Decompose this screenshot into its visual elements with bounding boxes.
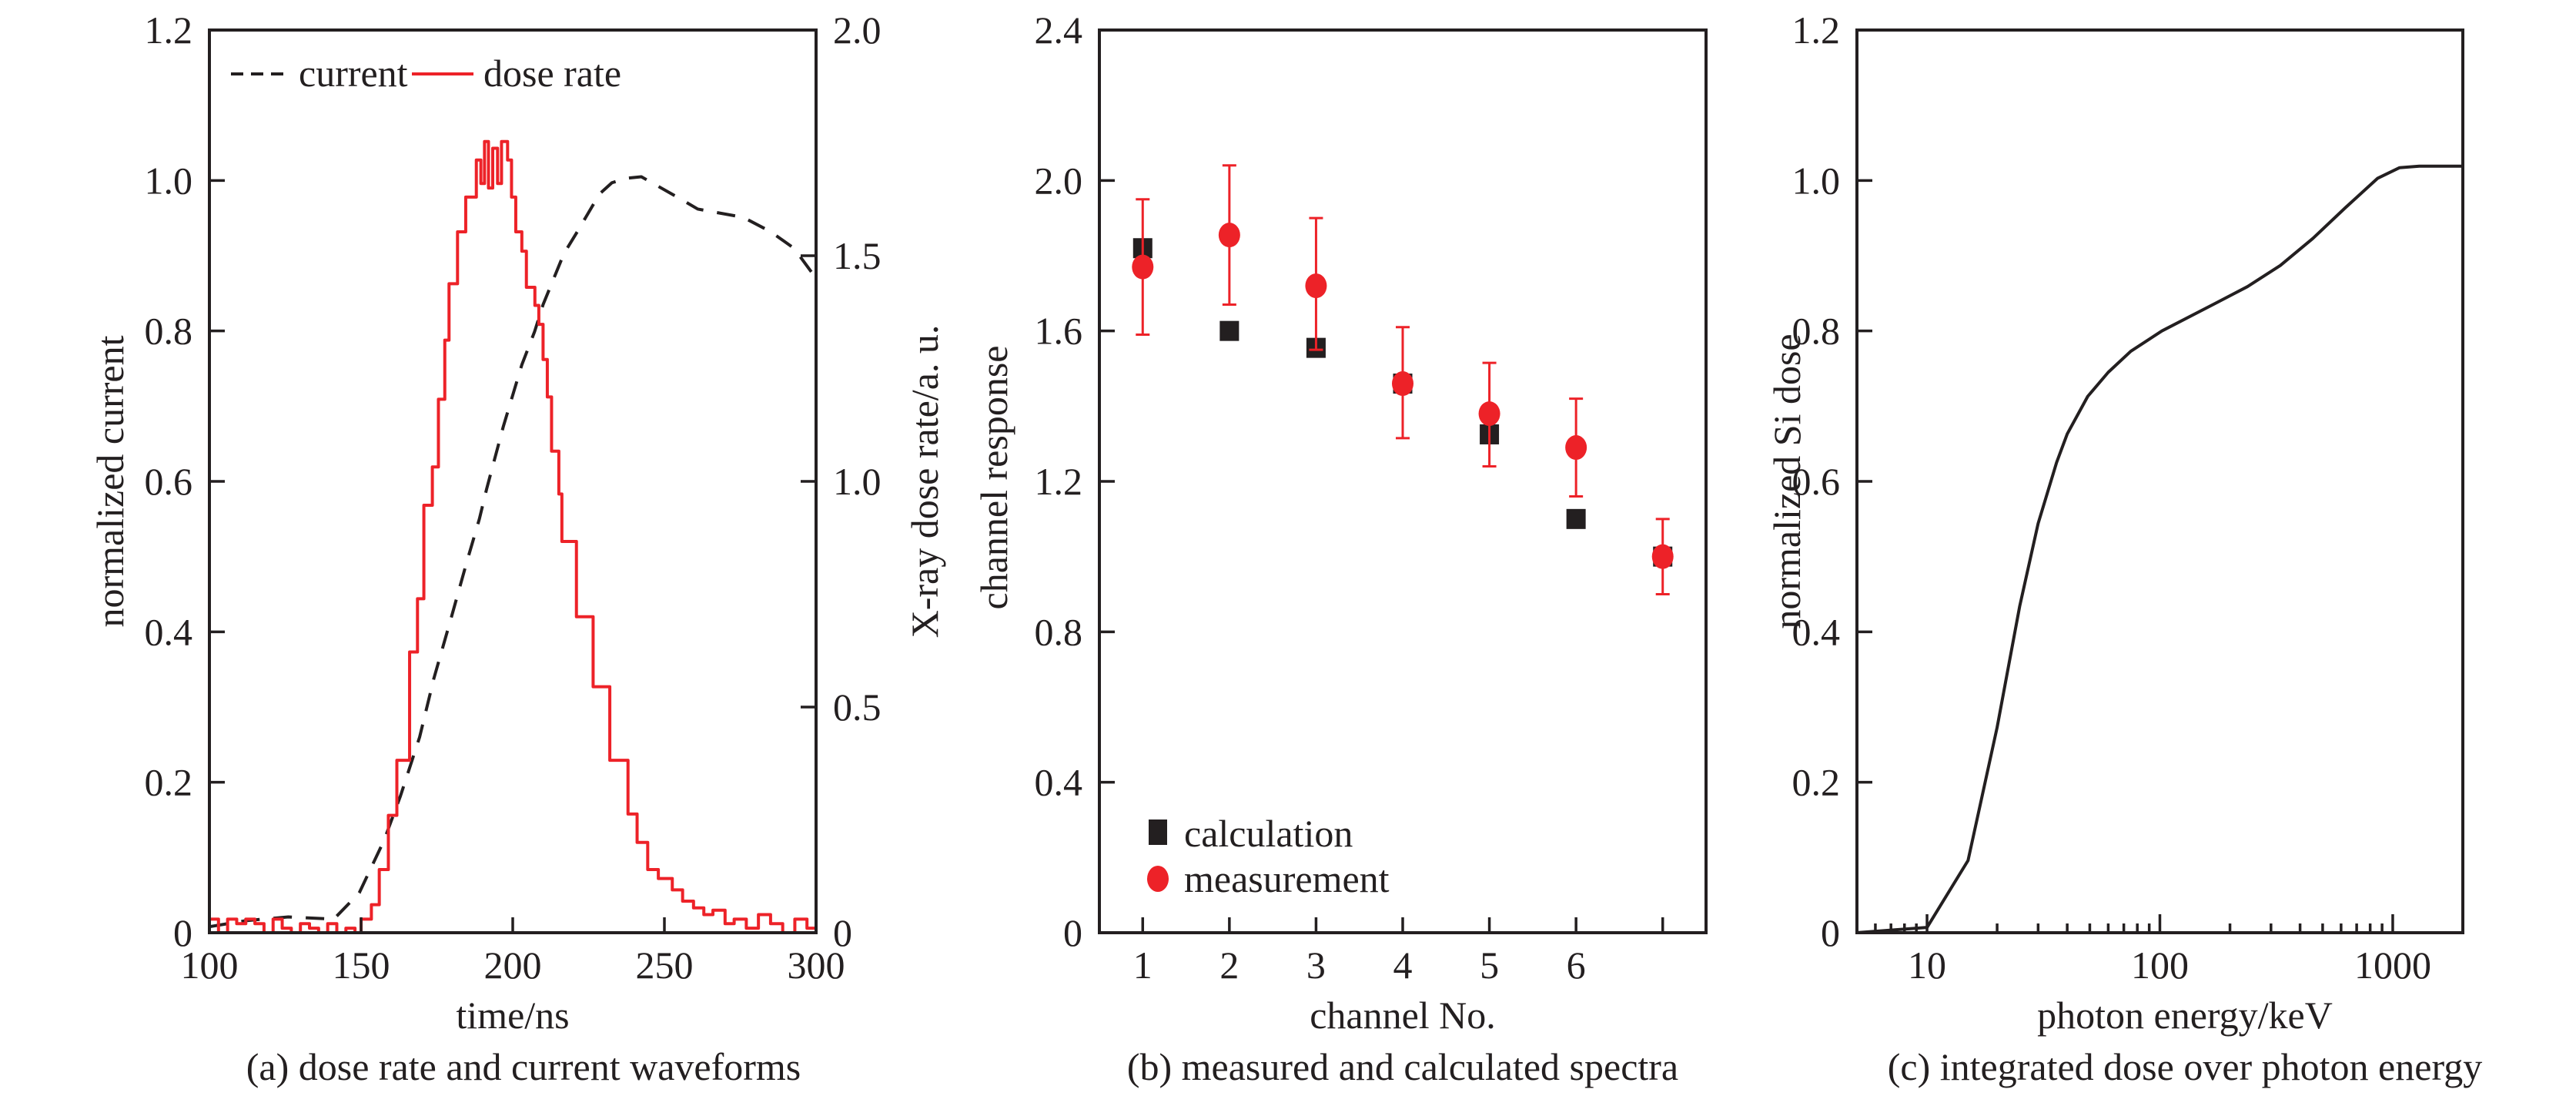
xtick-label: 6 <box>1567 943 1586 987</box>
measurement-point <box>1651 544 1674 569</box>
panel-b-frame <box>1098 28 1708 934</box>
ytick-label: 1.2 <box>145 8 193 52</box>
ytick-right-label: 2.0 <box>833 8 882 52</box>
ytick-label: 0 <box>173 911 192 954</box>
ytick-label: 0.8 <box>145 310 193 353</box>
calculation-point <box>1566 508 1586 529</box>
panel-a-caption: (a) dose rate and current waveforms <box>246 1045 801 1088</box>
xtick-label: 300 <box>788 943 845 987</box>
panel-a-ticks: 0 0.2 0.4 0.6 0.8 1.0 1.2 0 0.5 1.0 1.5 2.0 100 150 20… <box>145 8 882 987</box>
panel-b: 0 0.4 0.8 1.2 1.6 2.0 2.4 1 2 3 4 5 6 calculation me… <box>972 8 1708 1088</box>
ytick-right-label: 1.0 <box>833 460 882 503</box>
calculation-point <box>1219 320 1239 341</box>
panel-c-caption: (c) integrated dose over photon energy <box>1888 1045 2482 1088</box>
xtick-label: 250 <box>636 943 694 987</box>
ytick-label: 1.0 <box>145 159 193 202</box>
xtick-label: 150 <box>333 943 390 987</box>
panel-b-legend: calculation measurement <box>1147 812 1390 900</box>
ytick-label: 0.2 <box>1792 761 1841 804</box>
ytick-label: 1.2 <box>1035 460 1083 503</box>
ytick-label: 1.6 <box>1035 310 1083 353</box>
ytick-label: 0.2 <box>145 761 193 804</box>
xtick-label: 1000 <box>2354 943 2431 987</box>
xtick-label: 200 <box>484 943 542 987</box>
panel-c-ticks: 0 0.2 0.4 0.6 0.8 1.0 1.2 10 100 1000 <box>1792 8 2431 987</box>
legend-dose-rate-label: dose rate <box>483 52 621 95</box>
xtick-label: 5 <box>1480 943 1499 987</box>
xtick-label: 100 <box>181 943 239 987</box>
ytick-label: 0 <box>1063 911 1082 954</box>
legend-measurement-label: measurement <box>1184 857 1390 900</box>
series-normalized-Si-dose-line <box>1856 164 2463 934</box>
panel-a-ylabel-right: X-ray dose rate/a. u. <box>903 325 946 638</box>
panel-c-plot-area <box>1856 164 2463 934</box>
measurement-point <box>1392 371 1413 397</box>
ytick-right-label: 1.5 <box>833 234 882 277</box>
panel-a-xlabel: time/ns <box>456 994 569 1037</box>
ytick-label: 0.8 <box>1792 310 1841 353</box>
ytick-right-label: 0.5 <box>833 685 882 729</box>
xtick-label: 100 <box>2131 943 2189 987</box>
ytick-label: 0 <box>1821 911 1840 954</box>
measurement-point <box>1218 223 1240 248</box>
legend-current-label: current <box>299 52 408 95</box>
series-dose-rate-line <box>209 139 818 934</box>
panel-c-frame <box>1855 28 2464 934</box>
ytick-label: 0.6 <box>145 460 193 503</box>
legend-measurement-marker <box>1147 866 1169 892</box>
panel-c: 0 0.2 0.4 0.6 0.8 1.0 1.2 10 100 1000 photon ener… <box>1765 8 2482 1088</box>
panel-a-legend: current dose rate <box>231 52 621 95</box>
ytick-label: 0.4 <box>145 610 193 653</box>
panel-b-caption: (b) measured and calculated spectra <box>1127 1045 1678 1088</box>
panel-b-plot-area <box>1132 164 1674 595</box>
legend-calculation-marker <box>1149 819 1167 845</box>
panel-b-ylabel: channel response <box>972 346 1015 610</box>
ytick-label: 0.4 <box>1792 610 1841 653</box>
ytick-right-label: 0 <box>833 911 852 954</box>
panel-a-ylabel: normalized current <box>89 335 132 627</box>
ytick-label: 2.0 <box>1035 159 1083 202</box>
ytick-label: 0.6 <box>1792 460 1841 503</box>
ytick-label: 2.4 <box>1035 8 1083 52</box>
measurement-point <box>1132 254 1154 280</box>
xtick-label: 4 <box>1393 943 1413 987</box>
xtick-label: 3 <box>1306 943 1326 987</box>
panel-c-xlabel: photon energy/keV <box>2037 994 2333 1037</box>
ytick-label: 1.0 <box>1792 159 1841 202</box>
panel-b-ticks: 0 0.4 0.8 1.2 1.6 2.0 2.4 1 2 3 4 5 6 <box>1035 8 1664 987</box>
legend-calculation-label: calculation <box>1184 812 1353 855</box>
panel-c-ylabel: normalized Si dose <box>1765 333 1808 628</box>
measurement-point <box>1565 435 1587 461</box>
panel-a: 0 0.2 0.4 0.6 0.8 1.0 1.2 0 0.5 1.0 1.5 2.0 100 150 20… <box>89 8 946 1088</box>
ytick-label: 0.4 <box>1035 761 1083 804</box>
xtick-label: 10 <box>1908 943 1946 987</box>
measurement-point <box>1478 401 1500 427</box>
measurement-point <box>1305 273 1327 299</box>
panel-a-plot-area <box>209 139 818 934</box>
ytick-label: 0.8 <box>1035 610 1083 653</box>
ytick-label: 1.2 <box>1792 8 1841 52</box>
xtick-label: 2 <box>1219 943 1239 987</box>
series-current-line <box>209 175 818 929</box>
xtick-label: 1 <box>1133 943 1153 987</box>
panel-b-xlabel: channel No. <box>1310 994 1496 1037</box>
